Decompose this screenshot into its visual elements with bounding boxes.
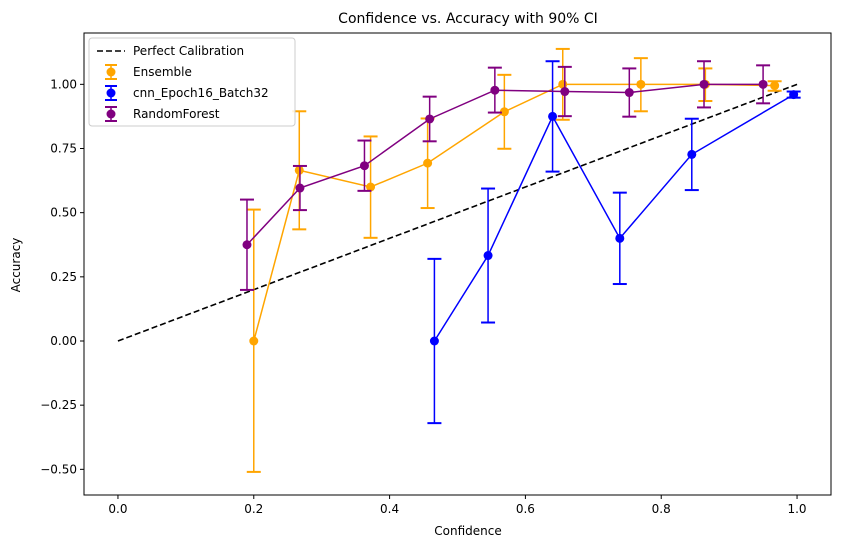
y-axis-ticks: −0.50 −0.25 0.00 0.25 0.50 0.75 1.00 bbox=[40, 77, 84, 476]
ensemble-point bbox=[770, 81, 780, 91]
ensemble-point bbox=[249, 336, 259, 346]
ensemble-point bbox=[423, 158, 433, 168]
ensemble-point bbox=[366, 182, 376, 192]
x-tick-label: 0.2 bbox=[244, 502, 263, 516]
randomforest-point bbox=[699, 79, 709, 89]
cnn-epoch16-batch32-point bbox=[483, 251, 493, 261]
legend-label: Ensemble bbox=[133, 65, 192, 79]
cnn-epoch16-batch32-point bbox=[687, 149, 697, 159]
x-tick-label: 0.8 bbox=[652, 502, 671, 516]
legend-label: Perfect Calibration bbox=[133, 44, 244, 58]
cnn-epoch16-batch32-point bbox=[615, 233, 625, 243]
y-tick-label: 0.25 bbox=[50, 270, 77, 284]
y-tick-label: 0.50 bbox=[50, 206, 77, 220]
y-tick-label: −0.50 bbox=[40, 462, 77, 476]
ensemble-point bbox=[636, 79, 646, 89]
y-tick-label: 0.00 bbox=[50, 334, 77, 348]
ensemble-line bbox=[253, 83, 775, 342]
cnn-epoch16-batch32-line bbox=[433, 93, 795, 342]
cnn-epoch16-batch32-point bbox=[789, 90, 799, 100]
plot-frame bbox=[83, 32, 832, 496]
x-axis-label: Confidence bbox=[434, 524, 501, 538]
cnn-epoch16-batch32-point bbox=[548, 111, 558, 121]
perfect-calibration-line bbox=[117, 83, 798, 342]
ensemble-point bbox=[499, 107, 509, 117]
randomforest-point bbox=[242, 240, 252, 250]
y-tick-label: 0.75 bbox=[50, 142, 77, 156]
randomforest-point bbox=[624, 88, 634, 98]
plot-area bbox=[117, 47, 801, 473]
legend-label: cnn_Epoch16_Batch32 bbox=[133, 86, 269, 100]
randomforest-point bbox=[359, 161, 369, 171]
x-tick-label: 0.0 bbox=[108, 502, 127, 516]
legend-label: RandomForest bbox=[133, 107, 220, 121]
chart-title: Confidence vs. Accuracy with 90% CI bbox=[338, 11, 598, 27]
x-tick-label: 0.6 bbox=[516, 502, 535, 516]
randomforest-point bbox=[560, 87, 570, 97]
legend: Perfect Calibration Ensemble cnn_Epoch16_B… bbox=[88, 37, 296, 127]
randomforest-point bbox=[758, 79, 768, 89]
randomforest-point bbox=[295, 183, 305, 193]
x-tick-label: 1.0 bbox=[787, 502, 806, 516]
x-axis-ticks: 0.0 0.2 0.4 0.6 0.8 1.0 bbox=[108, 495, 807, 516]
legend-swatch-marker bbox=[106, 109, 116, 119]
x-tick-label: 0.4 bbox=[380, 502, 399, 516]
legend-swatch-marker bbox=[106, 88, 116, 98]
randomforest-point bbox=[425, 114, 435, 124]
y-axis-label: Accuracy bbox=[9, 238, 23, 293]
legend-box bbox=[88, 37, 296, 127]
y-tick-label: 1.00 bbox=[50, 77, 77, 91]
cnn-epoch16-batch32-point bbox=[429, 336, 439, 346]
randomforest-point bbox=[490, 85, 500, 95]
y-tick-label: −0.25 bbox=[40, 398, 77, 412]
legend-swatch-marker bbox=[106, 67, 116, 77]
